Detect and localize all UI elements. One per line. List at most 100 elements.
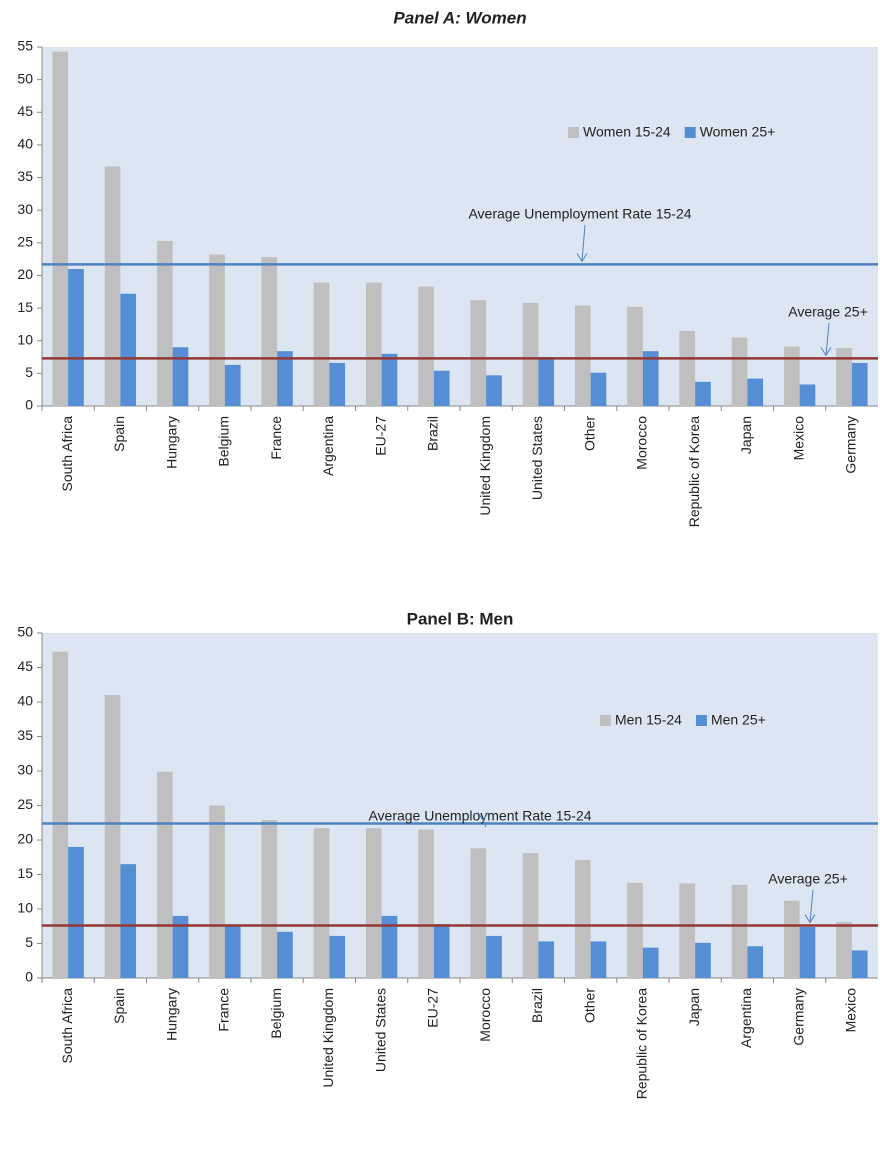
bar [747, 378, 764, 406]
bar [224, 925, 241, 978]
x-tick-label: Belgium [268, 988, 284, 1039]
bar [120, 293, 137, 406]
y-tick-label: 35 [17, 168, 33, 184]
bar [470, 848, 487, 978]
bar [329, 935, 346, 978]
bar [486, 935, 502, 978]
x-tick-label: Spain [111, 988, 127, 1024]
bar [590, 941, 607, 978]
annotation-arrow [825, 322, 830, 356]
x-tick-label: South Africa [59, 988, 75, 1064]
bar [209, 805, 225, 978]
x-tick-label: Japan [686, 988, 702, 1026]
bar [433, 924, 450, 978]
y-tick-label: 45 [17, 658, 33, 674]
arrow-head [804, 914, 816, 924]
bar [731, 884, 748, 978]
y-tick-label: 20 [17, 266, 33, 282]
legend-swatch [600, 715, 611, 726]
bar [261, 257, 278, 406]
annotation: Average 25+ [768, 871, 848, 887]
bar [590, 372, 607, 406]
bar [365, 828, 382, 978]
bar [851, 950, 868, 978]
y-tick-label: 35 [17, 727, 33, 743]
y-tick-label: 10 [17, 331, 33, 347]
y-tick-label: 0 [25, 969, 33, 985]
x-tick-label: Other [581, 416, 597, 451]
annotation: Average Unemployment Rate 15-24 [468, 206, 691, 222]
bar [172, 347, 189, 406]
y-tick-label: 40 [17, 136, 33, 152]
x-tick-label: France [268, 416, 284, 460]
x-tick-label: Spain [111, 416, 127, 452]
bar [277, 351, 293, 406]
annotation-arrow [809, 889, 814, 923]
bar [486, 375, 502, 406]
x-tick-label: EU-27 [372, 416, 388, 456]
y-tick-label: 20 [17, 831, 33, 847]
y-tick-label: 5 [25, 934, 33, 950]
bar [799, 926, 816, 978]
x-tick-label: South Africa [59, 416, 75, 492]
bar [538, 941, 555, 978]
x-tick-label: Mexico [790, 416, 806, 461]
x-tick-label: Brazil [425, 416, 441, 451]
y-tick-label: 50 [17, 624, 33, 640]
y-tick-label: 0 [25, 397, 33, 413]
bar [695, 381, 711, 406]
bar [470, 300, 487, 406]
bar [261, 819, 278, 978]
legend-swatch [684, 127, 696, 138]
bar [538, 357, 555, 406]
bar [418, 286, 434, 406]
annotation: Average 25+ [788, 304, 868, 320]
x-tick-label: France [216, 988, 232, 1032]
x-tick-label: Germany [843, 416, 859, 474]
x-tick-label: EU-27 [425, 988, 441, 1028]
bar [642, 351, 659, 406]
bar [574, 305, 591, 406]
y-tick-label: 25 [17, 234, 33, 250]
x-tick-label: Morocco [634, 416, 650, 470]
bar [679, 883, 696, 978]
x-tick-label: Hungary [163, 416, 179, 469]
x-tick-label: Belgium [216, 416, 232, 467]
bar [313, 282, 330, 406]
x-tick-label: Argentina [738, 988, 754, 1048]
y-tick-label: 40 [17, 693, 33, 709]
bar [522, 853, 539, 978]
x-tick-label: United States [529, 416, 545, 500]
chart-title: Panel B: Men [407, 609, 514, 628]
legend-label: Men 15-24 [615, 712, 682, 728]
bar [224, 364, 241, 406]
x-tick-label: Republic of Korea [686, 416, 702, 528]
bar [329, 362, 346, 406]
x-tick-label: United States [372, 988, 388, 1072]
bar [104, 695, 121, 978]
bar [731, 337, 748, 406]
bar [836, 922, 852, 978]
x-tick-label: Germany [790, 988, 806, 1046]
bar [695, 942, 711, 978]
x-tick-label: Brazil [529, 988, 545, 1023]
arrow-head [576, 253, 588, 263]
x-tick-label: Hungary [163, 988, 179, 1041]
bar [574, 860, 591, 978]
bar [68, 268, 84, 406]
y-tick-label: 55 [17, 38, 33, 54]
x-tick-label: Mexico [843, 988, 859, 1033]
legend-swatch [695, 715, 707, 726]
bar [679, 330, 696, 406]
x-tick-label: Japan [738, 416, 754, 454]
bar [104, 166, 121, 406]
bar [522, 302, 539, 406]
bar [799, 384, 816, 406]
bar [381, 353, 398, 406]
bar [418, 829, 434, 978]
bar [783, 900, 800, 978]
y-tick-label: 50 [17, 70, 33, 86]
arrow-head [477, 812, 489, 822]
annotation-arrow [482, 820, 487, 828]
